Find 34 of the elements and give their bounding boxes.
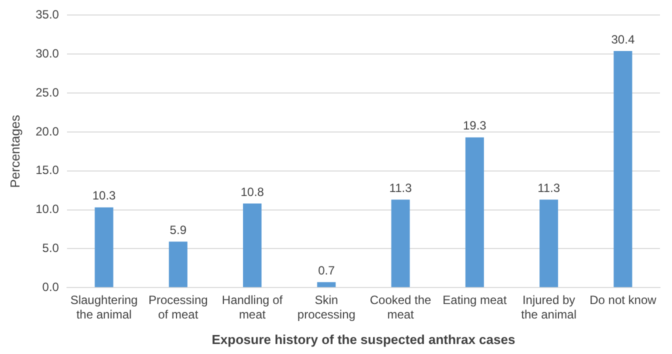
y-tick-label: 35.0	[36, 8, 60, 22]
x-tick-label: Processing of meat	[148, 293, 208, 322]
x-tick-label: Slaughtering the animal	[70, 293, 138, 322]
x-tick-label: Skin processing	[297, 293, 356, 322]
x-tick-label: Eating meat	[442, 293, 508, 308]
y-tick-label: 15.0	[36, 163, 60, 178]
y-tick-label: 0.0	[42, 280, 60, 294]
x-tick-label: Do not know	[590, 293, 657, 308]
data-label: 19.3	[462, 118, 487, 133]
data-label: 11.3	[538, 180, 560, 195]
y-tick-label: 20.0	[36, 124, 60, 138]
bar	[614, 51, 632, 288]
y-tick-label: 25.0	[36, 85, 60, 100]
x-tick-label: Handling of meat	[222, 293, 284, 322]
x-tick-label: Cooked the meat	[370, 293, 432, 322]
y-tick-label: 10.0	[36, 202, 60, 216]
y-tick-label: 5.0	[42, 241, 60, 255]
bar	[465, 137, 484, 288]
data-label: 10.8	[240, 184, 264, 199]
x-tick-label: Injured by the animal	[521, 293, 576, 322]
data-label: 10.3	[92, 188, 116, 203]
y-tick-label: 30.0	[36, 46, 60, 60]
y-axis-title: Percentages	[7, 114, 22, 188]
bar	[391, 200, 410, 288]
bar	[94, 207, 114, 288]
bar	[317, 282, 336, 288]
bar	[243, 204, 262, 288]
data-label: 30.4	[611, 32, 635, 46]
data-label: 0.7	[318, 263, 336, 278]
data-label: 11.3	[389, 180, 412, 195]
bar	[168, 242, 188, 288]
bar	[540, 200, 558, 288]
x-axis-title: Exposure history of the suspected anthrax cases	[212, 332, 516, 347]
data-label: 5.9	[170, 222, 187, 237]
